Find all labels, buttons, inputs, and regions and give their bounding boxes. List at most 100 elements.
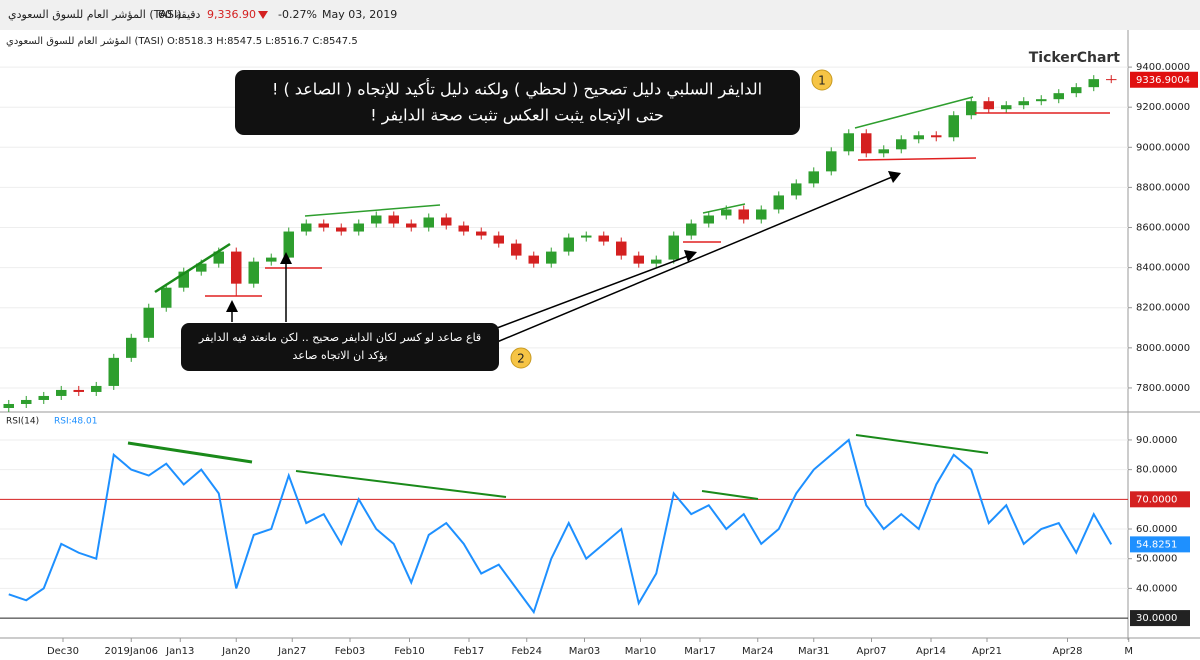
candle-body bbox=[388, 215, 399, 224]
trend-lines bbox=[127, 96, 1110, 500]
candle-body bbox=[3, 403, 14, 408]
level-label: 30.0000 bbox=[1136, 613, 1177, 624]
rsi-name: RSI(14) bbox=[6, 417, 39, 427]
candle-body bbox=[896, 139, 907, 150]
candle-body bbox=[581, 235, 592, 238]
candle-body bbox=[826, 151, 837, 172]
x-tick-label: Apr21 bbox=[972, 646, 1002, 657]
trend-line bbox=[154, 242, 231, 294]
rsi-trend-line bbox=[127, 441, 253, 464]
x-tick-label: Apr28 bbox=[1052, 646, 1082, 657]
x-tick-label: Jan13 bbox=[165, 646, 194, 657]
x-tick-label: Mar03 bbox=[569, 646, 601, 657]
symbol: المؤشر العام للسوق السعودي (TASI) bbox=[8, 8, 182, 21]
candle-body bbox=[1071, 87, 1082, 94]
trend-line bbox=[304, 204, 441, 217]
candle-body bbox=[791, 183, 802, 196]
ohlc-legend: المؤشر العام للسوق السعودي (TASI) O:8518… bbox=[6, 36, 358, 47]
candle-body bbox=[1106, 79, 1117, 81]
down-arrow bbox=[258, 11, 268, 19]
candle-body bbox=[301, 223, 312, 232]
candle-body bbox=[773, 195, 784, 210]
candle-body bbox=[668, 235, 679, 260]
candle-body bbox=[1001, 105, 1012, 110]
x-tick-label: Mar17 bbox=[684, 646, 716, 657]
candle-body bbox=[91, 385, 102, 392]
callout-box bbox=[181, 323, 499, 371]
x-tick-label: Apr07 bbox=[856, 646, 886, 657]
arrow bbox=[496, 255, 689, 329]
candle-body bbox=[213, 251, 224, 264]
candle-body bbox=[126, 337, 137, 358]
candle-body bbox=[318, 223, 329, 228]
candle-body bbox=[528, 255, 539, 264]
candle-body bbox=[563, 237, 574, 252]
candle-body bbox=[511, 243, 522, 256]
x-tick-label: Feb10 bbox=[394, 646, 424, 657]
candle-body bbox=[948, 115, 959, 138]
candle-body bbox=[336, 227, 347, 232]
x-tick-label: 2019Jan06 bbox=[104, 646, 158, 657]
callout-box bbox=[235, 70, 800, 135]
y-tick-label: 8800.0000 bbox=[1136, 182, 1190, 193]
rsi-legend: RSI:48.01 bbox=[54, 417, 97, 427]
candle-body bbox=[143, 307, 154, 338]
candle-body bbox=[1018, 101, 1029, 106]
candle-body bbox=[546, 251, 557, 264]
rsi-line bbox=[8, 438, 1113, 615]
last-value-box bbox=[1130, 536, 1190, 553]
level-label: 70.0000 bbox=[1136, 494, 1177, 505]
x-tick-label: Dec30 bbox=[47, 646, 79, 657]
candle-body bbox=[371, 215, 382, 224]
candle-body bbox=[406, 223, 417, 228]
x-tick-label: Mar24 bbox=[742, 646, 774, 657]
callout-text: حتى الإتجاه يثبت العكس تثبت صحة الدايفر … bbox=[370, 106, 664, 126]
level-box bbox=[1130, 610, 1190, 627]
arrow-head bbox=[684, 250, 697, 262]
candle-body bbox=[843, 133, 854, 152]
candle-body bbox=[423, 217, 434, 228]
candle-body bbox=[1036, 99, 1047, 102]
candle-body bbox=[458, 225, 469, 232]
last-price-box bbox=[1130, 71, 1198, 88]
candle-body bbox=[721, 209, 732, 216]
y-tick-label: 8600.0000 bbox=[1136, 223, 1190, 234]
candle-body bbox=[283, 231, 294, 258]
x-tick-label: Feb24 bbox=[512, 646, 542, 657]
candle-body bbox=[966, 101, 977, 116]
x-tick-label: Feb03 bbox=[335, 646, 365, 657]
candle-body bbox=[196, 263, 207, 272]
arrow-head bbox=[226, 300, 238, 312]
y-tick-label: 60.0000 bbox=[1136, 524, 1177, 535]
x-tick-label: M bbox=[1124, 646, 1133, 657]
y-tick-label: 50.0000 bbox=[1136, 554, 1177, 565]
x-tick-label: Jan20 bbox=[221, 646, 250, 657]
candle-body bbox=[476, 231, 487, 236]
arrow-head bbox=[280, 252, 292, 264]
trend-line bbox=[702, 203, 746, 214]
candle-body bbox=[21, 399, 32, 404]
candle-body bbox=[861, 133, 872, 154]
candle-body bbox=[1053, 93, 1064, 100]
level-box bbox=[1130, 491, 1190, 508]
candle-body bbox=[738, 209, 749, 220]
x-tick-label: Mar31 bbox=[798, 646, 830, 657]
candle-body bbox=[913, 135, 924, 140]
candle-body bbox=[353, 223, 364, 232]
interval: 60 دقيقة bbox=[158, 8, 201, 21]
x-tick-label: Mar10 bbox=[625, 646, 657, 657]
x-tick-label: Apr14 bbox=[916, 646, 946, 657]
rsi-trend-line bbox=[295, 470, 507, 498]
trend-line bbox=[854, 96, 974, 129]
candle-body bbox=[56, 389, 67, 396]
y-tick-label: 9000.0000 bbox=[1136, 142, 1190, 153]
callout-text: يؤكد ان الاتجاه صاعد bbox=[292, 349, 387, 362]
x-tick-label: Feb17 bbox=[454, 646, 484, 657]
header-bar bbox=[0, 0, 1200, 30]
y-tick-label: 9400.0000 bbox=[1136, 62, 1190, 73]
y-tick-label: 8200.0000 bbox=[1136, 303, 1190, 314]
candle-body bbox=[73, 389, 84, 392]
last-price-label: 9336.9004 bbox=[1136, 75, 1190, 86]
last-value-label: 54.8251 bbox=[1136, 539, 1177, 550]
arrow-head bbox=[888, 171, 901, 183]
